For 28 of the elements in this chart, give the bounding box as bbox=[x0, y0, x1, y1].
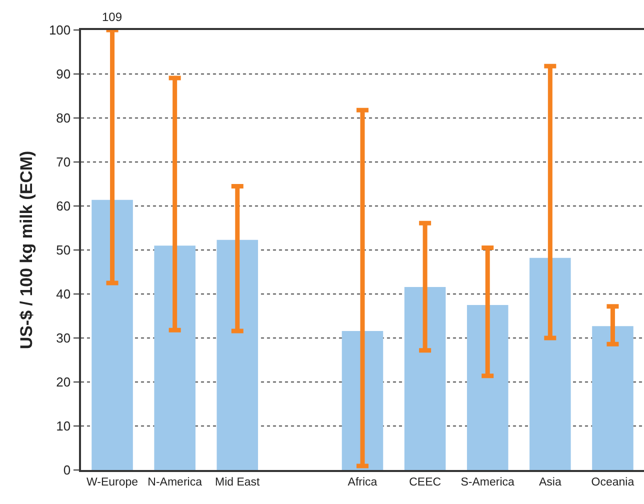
y-tick-label: 10 bbox=[56, 418, 71, 434]
y-axis-title: US-$ / 100 kg milk (ECM) bbox=[16, 150, 36, 350]
y-tick-label: 0 bbox=[63, 462, 71, 478]
x-tick-label: S-America bbox=[460, 476, 516, 489]
bar bbox=[92, 200, 133, 470]
annotation: 109 bbox=[102, 10, 122, 24]
y-tick-label: 100 bbox=[48, 22, 71, 38]
y-tick-label: 20 bbox=[56, 374, 71, 390]
y-tick-label: 40 bbox=[56, 286, 71, 302]
bar bbox=[530, 258, 571, 470]
y-tick-label: 50 bbox=[56, 242, 71, 258]
bar bbox=[466, 305, 508, 470]
bar bbox=[592, 326, 634, 470]
y-tick-label: 80 bbox=[56, 110, 71, 126]
y-tick-label: 30 bbox=[56, 330, 71, 346]
x-tick-label: Africa bbox=[348, 476, 378, 489]
bar bbox=[404, 286, 446, 470]
y-tick-label: 70 bbox=[56, 154, 71, 170]
x-tick-label: Mid East bbox=[215, 476, 261, 489]
x-tick-label: Oceania bbox=[591, 476, 635, 489]
x-tick-label: W-Europe bbox=[86, 476, 138, 489]
x-tick-label: N-America bbox=[148, 476, 203, 489]
x-tick-label: CEEC bbox=[409, 476, 442, 489]
y-tick-label: 90 bbox=[56, 66, 71, 82]
y-tick-label: 60 bbox=[56, 198, 71, 214]
bar bbox=[154, 246, 196, 470]
bar bbox=[216, 240, 258, 470]
x-tick-label: Asia bbox=[538, 476, 562, 489]
